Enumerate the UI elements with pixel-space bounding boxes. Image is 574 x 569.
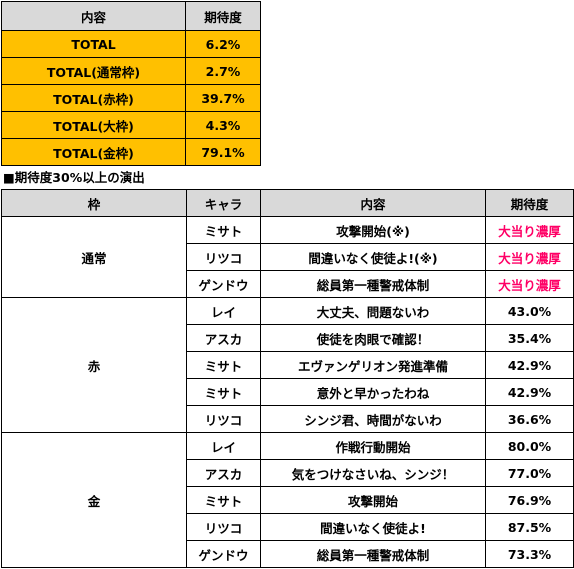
table-row: ミサト 攻撃開始 76.9% (2, 486, 574, 514)
table-row: アスカ 気をつけなさいね、シンジ！ 77.0% (2, 459, 574, 487)
table-row: ミサト エヴァンゲリオン発進準備 42.9% (2, 351, 574, 379)
chara-cell: レイ (186, 297, 261, 325)
summary-content: TOTAL (1, 30, 186, 58)
content-cell: エヴァンゲリオン発進準備 (260, 351, 486, 379)
content-cell: 間違いなく使徒よ!(※) (260, 243, 486, 271)
summary-content: TOTAL(赤枠) (1, 84, 186, 112)
content-cell: 大丈夫、問題ないわ (260, 297, 486, 325)
summary-value: 79.1% (185, 138, 261, 166)
summary-content: TOTAL(通常枠) (1, 57, 186, 85)
frame-cell-normal: 通常 (1, 216, 187, 298)
value-cell: 35.4% (485, 324, 574, 352)
detail-header-frame: 枠 (1, 189, 187, 217)
content-cell: シンジ君、時間がないわ (260, 405, 486, 433)
content-cell: 攻撃開始 (260, 486, 486, 514)
chara-cell: ミサト (186, 216, 261, 244)
content-cell: 攻撃開始(※) (260, 216, 486, 244)
frame-cell-gold: 金 (1, 432, 187, 568)
summary-row: TOTAL(大枠) 4.3% (1, 111, 261, 139)
detail-header-expectation: 期待度 (485, 189, 574, 217)
summary-header-expectation: 期待度 (185, 1, 261, 31)
chara-cell: アスカ (186, 324, 261, 352)
frame-cell-red: 赤 (1, 297, 187, 433)
content-cell: 総員第一種警戒体制 (260, 270, 486, 298)
table-row: 金 レイ 作戦行動開始 80.0% (1, 432, 574, 568)
chara-cell: ミサト (186, 378, 261, 406)
chara-cell: ゲンドウ (186, 540, 261, 568)
summary-header-row: 内容 期待度 (1, 1, 261, 31)
summary-value: 39.7% (185, 84, 261, 112)
value-cell: 87.5% (485, 513, 574, 541)
section-heading: ■期待度30%以上の演出 (3, 170, 145, 185)
chara-cell: ミサト (186, 486, 261, 514)
summary-content: TOTAL(大枠) (1, 111, 186, 139)
table-row: ゲンドウ 総員第一種警戒体制 73.3% (2, 540, 574, 568)
summary-table: 内容 期待度 TOTAL 6.2% TOTAL(通常枠) 2.7% TOTAL(… (1, 1, 261, 166)
summary-row: TOTAL(通常枠) 2.7% (1, 57, 261, 85)
table-row: 赤 レイ 大丈夫、問題ないわ 43.0% (1, 297, 574, 433)
summary-row: TOTAL(赤枠) 39.7% (1, 84, 261, 112)
content-cell: 作戦行動開始 (260, 432, 486, 460)
content-cell: 使徒を肉眼で確認！ (260, 324, 486, 352)
value-cell: 42.9% (485, 378, 574, 406)
summary-content: TOTAL(金枠) (1, 138, 186, 166)
summary-value: 4.3% (185, 111, 261, 139)
detail-header-row: 枠 キャラ 内容 期待度 (1, 189, 574, 217)
detail-header-chara: キャラ (186, 189, 261, 217)
summary-value: 2.7% (185, 57, 261, 85)
summary-row: TOTAL 6.2% (1, 30, 261, 58)
content-cell: 総員第一種警戒体制 (260, 540, 486, 568)
value-cell: 大当り濃厚 (485, 216, 574, 244)
table-row: 通常 ミサト 攻撃開始(※) 大当り濃厚 (1, 216, 574, 298)
detail-header-content: 内容 (260, 189, 486, 217)
value-cell: 76.9% (485, 486, 574, 514)
table-row: ゲンドウ 総員第一種警戒体制 大当り濃厚 (2, 270, 574, 298)
content-cell: 意外と早かったわね (260, 378, 486, 406)
value-cell: 36.6% (485, 405, 574, 433)
summary-row: TOTAL(金枠) 79.1% (1, 138, 261, 166)
value-cell: 77.0% (485, 459, 574, 487)
value-cell: 42.9% (485, 351, 574, 379)
chara-cell: レイ (186, 432, 261, 460)
value-cell: 大当り濃厚 (485, 270, 574, 298)
chara-cell: リツコ (186, 405, 261, 433)
chara-cell: アスカ (186, 459, 261, 487)
chara-cell: ミサト (186, 351, 261, 379)
table-row: リツコ シンジ君、時間がないわ 36.6% (2, 405, 574, 433)
table-row: リツコ 間違いなく使徒よ!(※) 大当り濃厚 (2, 243, 574, 271)
value-cell: 73.3% (485, 540, 574, 568)
detail-table: 枠 キャラ 内容 期待度 通常 ミサト 攻撃開始(※) 大当り濃厚 リツコ 間違… (1, 189, 574, 568)
value-cell: 43.0% (485, 297, 574, 325)
chara-cell: リツコ (186, 243, 261, 271)
value-cell: 大当り濃厚 (485, 243, 574, 271)
chara-cell: リツコ (186, 513, 261, 541)
value-cell: 80.0% (485, 432, 574, 460)
content-cell: 気をつけなさいね、シンジ！ (260, 459, 486, 487)
summary-value: 6.2% (185, 30, 261, 58)
content-cell: 間違いなく使徒よ! (260, 513, 486, 541)
table-row: アスカ 使徒を肉眼で確認！ 35.4% (2, 324, 574, 352)
table-row: リツコ 間違いなく使徒よ! 87.5% (2, 513, 574, 541)
chara-cell: ゲンドウ (186, 270, 261, 298)
table-row: ミサト 意外と早かったわね 42.9% (2, 378, 574, 406)
summary-header-content: 内容 (1, 1, 186, 31)
